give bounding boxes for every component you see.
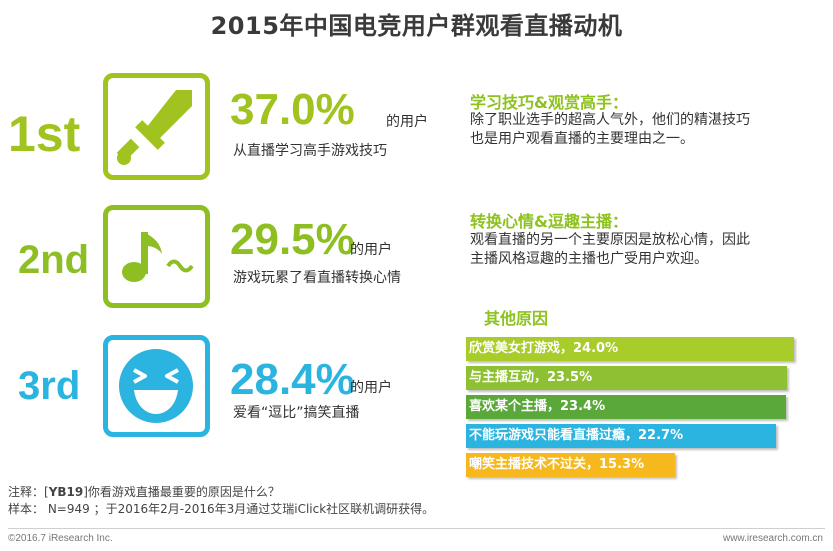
- rank-1-label: 1st: [8, 106, 81, 162]
- bar-2: [466, 366, 787, 390]
- bar-label-2: 与主播互动，23.5%: [469, 370, 593, 385]
- reason-2-body: 观看直播的另一个主要原因是放松心情，因此 主播风格逗趣的主播也广受用户欢迎。: [470, 231, 820, 269]
- rank-3-label: 3rd: [18, 364, 81, 408]
- reason-1-line-2: 也是用户观看直播的主要理由之一。: [470, 131, 694, 147]
- note-question-text: ]你看游戏直播最重要的原因是什么？: [83, 485, 280, 499]
- rank-1-percent: 37.0%: [230, 85, 355, 134]
- note-prefix: 注释：[: [8, 485, 49, 499]
- rank-2-desc: 游戏玩累了看直播转换心情: [233, 270, 401, 286]
- note-code: YB19: [48, 485, 84, 499]
- rank-2-label: 2nd: [18, 238, 90, 282]
- rank-3-icon-box: [103, 335, 210, 437]
- reason-1-title: 学习技巧&观赏高手：: [470, 93, 628, 112]
- rank-2-icon-box: [103, 205, 210, 308]
- bar-1: [466, 337, 794, 361]
- rank-3-desc: 爱看“逗比”搞笑直播: [233, 405, 360, 421]
- rank-3-percent: 28.4%: [230, 355, 355, 404]
- bar-5: [466, 453, 675, 477]
- other-reasons-title: 其他原因: [484, 309, 549, 328]
- sword-icon: [116, 90, 192, 165]
- reason-1-line-1: 除了职业选手的超高人气外，他们的精湛技巧: [470, 112, 750, 128]
- reason-1-body: 除了职业选手的超高人气外，他们的精湛技巧 也是用户观看直播的主要理由之一。: [470, 111, 820, 149]
- bar-label-4: 不能玩游戏只能看直播过瘾，22.7%: [469, 428, 684, 443]
- rank-2-percent: 29.5%: [230, 215, 355, 264]
- footer-divider: [8, 528, 825, 529]
- footer-website: www.iresearch.com.cn: [722, 533, 823, 544]
- bar-label-1: 欣赏美女打游戏，24.0%: [469, 341, 619, 356]
- rank-3-suffix: 的用户: [350, 380, 392, 396]
- reason-2-line-2: 主播风格逗趣的主播也广受用户欢迎。: [470, 251, 708, 267]
- reason-2-title: 转换心情&逗趣主播：: [470, 212, 628, 231]
- rank-1-icon-box: [103, 73, 210, 180]
- rank-2-suffix: 的用户: [350, 242, 392, 258]
- bar-3: [466, 395, 786, 419]
- page-title: 2015年中国电竞用户群观看直播动机: [210, 12, 623, 40]
- bar-label-5: 嘲笑主播技术不过关，15.3%: [469, 457, 645, 472]
- footer-copyright: ©2016.7 iResearch Inc.: [8, 533, 113, 544]
- music-note-icon: [122, 232, 194, 282]
- other-reasons-bar-chart: 欣赏美女打游戏，24.0% 与主播互动，23.5% 喜欢某个主播，23.4% 不能玩游…: [466, 337, 806, 487]
- laughing-face-icon: [119, 349, 193, 423]
- note-sample: 样本： N=949 ；于2016年2月-2016年3月通过艾瑞iClick社区联…: [8, 502, 435, 516]
- reason-2-line-1: 观看直播的另一个主要原因是放松心情，因此: [470, 232, 750, 248]
- rank-1-suffix: 的用户: [386, 114, 428, 130]
- bar-4: [466, 424, 776, 448]
- note-question: 注释：[YB19]你看游戏直播最重要的原因是什么？: [8, 483, 280, 500]
- rank-1-desc: 从直播学习高手游戏技巧: [233, 143, 387, 159]
- bar-label-3: 喜欢某个主播，23.4%: [469, 399, 606, 414]
